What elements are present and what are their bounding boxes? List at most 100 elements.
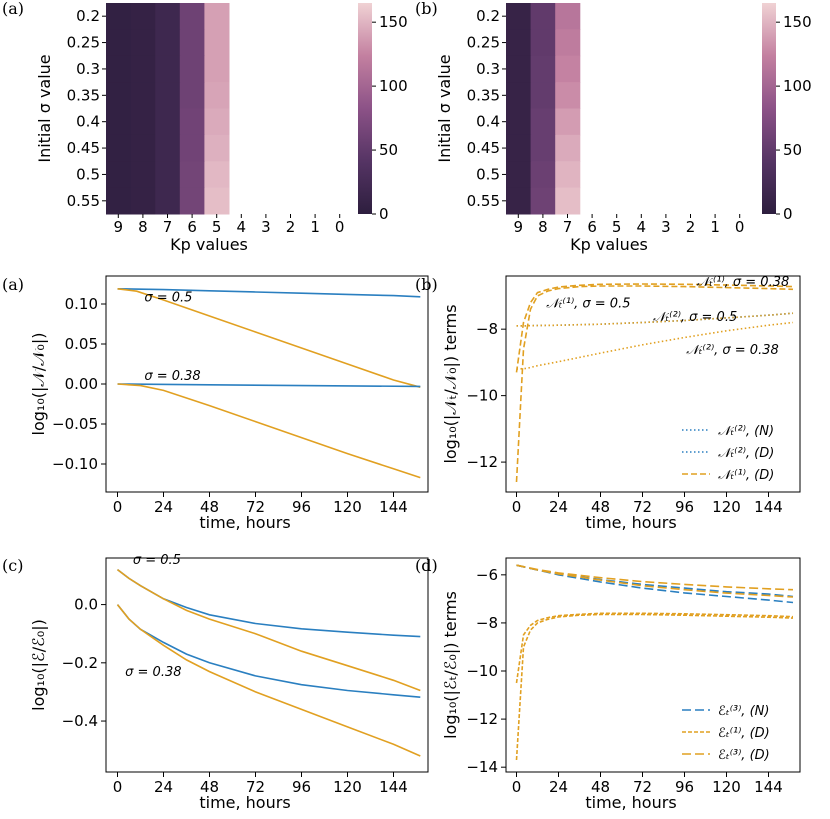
series-line xyxy=(516,312,794,327)
x-tick-label: 24 xyxy=(154,778,173,796)
heatmap-cell xyxy=(106,108,132,136)
heatmap-cell xyxy=(179,55,205,83)
heatmap-cell xyxy=(155,161,181,189)
y-tick-label: 0.45 xyxy=(467,139,500,157)
heatmap-cell xyxy=(130,187,156,215)
x-tick-label: 0 xyxy=(512,778,522,796)
y-tick-label: 0.0 xyxy=(74,596,98,614)
heatmap-hb: (b)9 8 7 6 5 4 3 2 1 00.20.250.30.350.40.450.50.5… xyxy=(415,0,812,254)
series-line xyxy=(117,568,421,638)
heatmap-cell xyxy=(555,3,581,30)
annotation: σ = 0.5 xyxy=(144,291,192,306)
x-tick-label: 9 xyxy=(114,218,124,236)
series-line xyxy=(117,288,421,298)
series-line xyxy=(515,285,794,483)
y-tick-label: −8 xyxy=(476,614,498,632)
x-tick-label: 6 xyxy=(187,218,197,236)
x-tick-label: 144 xyxy=(379,778,408,796)
y-tick-label: −12 xyxy=(466,710,498,728)
colorbar xyxy=(762,3,776,214)
x-tick-label: 0 xyxy=(113,778,123,796)
x-tick-label: 120 xyxy=(712,778,741,796)
heatmap-cell xyxy=(555,108,581,136)
line-chart-la: (a) 0 24 48 72 96 120 144 0.10 0.05 0.00 −0.05 −0.10… xyxy=(2,275,429,532)
heatmap-cell xyxy=(204,108,230,136)
y-tick-label: 0.35 xyxy=(67,86,100,104)
series-line xyxy=(516,564,794,591)
y-tick-label: 0.3 xyxy=(76,60,100,78)
x-tick-label: 72 xyxy=(633,778,652,796)
legend-label: 𝒩ₜ⁽²⁾, (N) xyxy=(718,424,774,439)
x-tick-label: 8 xyxy=(138,218,148,236)
x-tick-label: 24 xyxy=(549,778,568,796)
heatmap-cell xyxy=(155,82,181,109)
heatmap-cell xyxy=(555,161,581,189)
heatmap-cell xyxy=(506,29,532,57)
y-tick-label: −0.4 xyxy=(62,712,98,730)
x-tick-label: 48 xyxy=(200,778,219,796)
heatmap-cell xyxy=(155,29,181,57)
heatmap-cell xyxy=(155,55,181,83)
x-tick-label: 72 xyxy=(633,498,652,516)
x-tick-label: 0 xyxy=(335,218,345,236)
heatmap-cell xyxy=(204,161,230,189)
x-tick-label: 96 xyxy=(675,498,694,516)
x-axis-label: time, hours xyxy=(585,513,676,532)
x-tick-label: 24 xyxy=(154,498,173,516)
annotation: 𝒩ₜ⁽²⁾, σ = 0.38 xyxy=(686,343,779,358)
heatmap-cell xyxy=(530,3,556,30)
heatmap-cell xyxy=(506,55,532,83)
y-tick-label: −10 xyxy=(466,387,498,405)
y-axis-label: Initial σ value xyxy=(35,54,54,162)
heatmap-cell xyxy=(530,82,556,109)
legend-label: 𝒩ₜ⁽¹⁾, (D) xyxy=(718,468,774,483)
line-chart-lb: (b) 0 24 48 72 96 120 144 −8 −10 −12 time, hours log… xyxy=(415,275,801,532)
series-line xyxy=(516,564,794,598)
line-chart-ld: (d) 0 24 48 72 96 120 144 −6 −8 −10 −12 −14 time, hou… xyxy=(415,556,801,812)
x-tick-label: 48 xyxy=(591,498,610,516)
x-axis-label: time, hours xyxy=(199,793,290,812)
heatmap-cell xyxy=(530,187,556,215)
series-line xyxy=(117,383,421,388)
y-tick-label: 0.4 xyxy=(76,113,100,131)
heatmap-cell xyxy=(506,108,532,136)
annotation: σ = 0.38 xyxy=(125,665,181,680)
heatmap-cell xyxy=(506,134,532,162)
y-tick-label: −0.10 xyxy=(52,455,98,473)
annotation: 𝒩ₜ⁽¹⁾, σ = 0.38 xyxy=(697,275,790,290)
colorbar-tick-label: 0 xyxy=(783,205,793,223)
y-tick-label: −12 xyxy=(466,453,498,471)
heatmap-cell xyxy=(204,3,230,30)
heatmap-cell xyxy=(506,187,532,215)
heatmap-cell xyxy=(130,55,156,83)
series-line xyxy=(516,564,794,604)
heatmap-cell xyxy=(530,161,556,189)
heatmap-cell xyxy=(106,161,132,189)
heatmap-cell xyxy=(155,108,181,136)
heatmap-cell xyxy=(204,82,230,109)
heatmap-cell xyxy=(530,29,556,57)
x-tick-label: 96 xyxy=(292,778,311,796)
heatmap-cell xyxy=(130,108,156,136)
heatmap-cell xyxy=(204,187,230,215)
x-tick-label: 5 xyxy=(612,218,622,236)
heatmap-cell xyxy=(530,55,556,83)
colorbar-tick-label: 100 xyxy=(379,77,408,95)
y-tick-label: 0.45 xyxy=(67,139,100,157)
heatmap-cell xyxy=(204,134,230,162)
x-tick-label: 0 xyxy=(735,218,745,236)
x-tick-label: 120 xyxy=(712,498,741,516)
colorbar xyxy=(358,3,372,214)
colorbar-tick-label: 150 xyxy=(379,13,408,31)
x-tick-label: 144 xyxy=(379,498,408,516)
colorbar-tick-label: 100 xyxy=(783,77,812,95)
line-chart-lc: (c) 0 24 48 72 96 120 144 0.0 −0.2 −0.4 time, hours… xyxy=(2,553,429,812)
heatmap-cell xyxy=(130,82,156,109)
heatmap-cell xyxy=(106,134,132,162)
y-tick-label: −6 xyxy=(476,566,498,584)
panel-label: (b) xyxy=(415,275,438,294)
x-tick-label: 2 xyxy=(686,218,696,236)
heatmap-cell xyxy=(130,29,156,57)
y-tick-label: −14 xyxy=(466,758,498,776)
